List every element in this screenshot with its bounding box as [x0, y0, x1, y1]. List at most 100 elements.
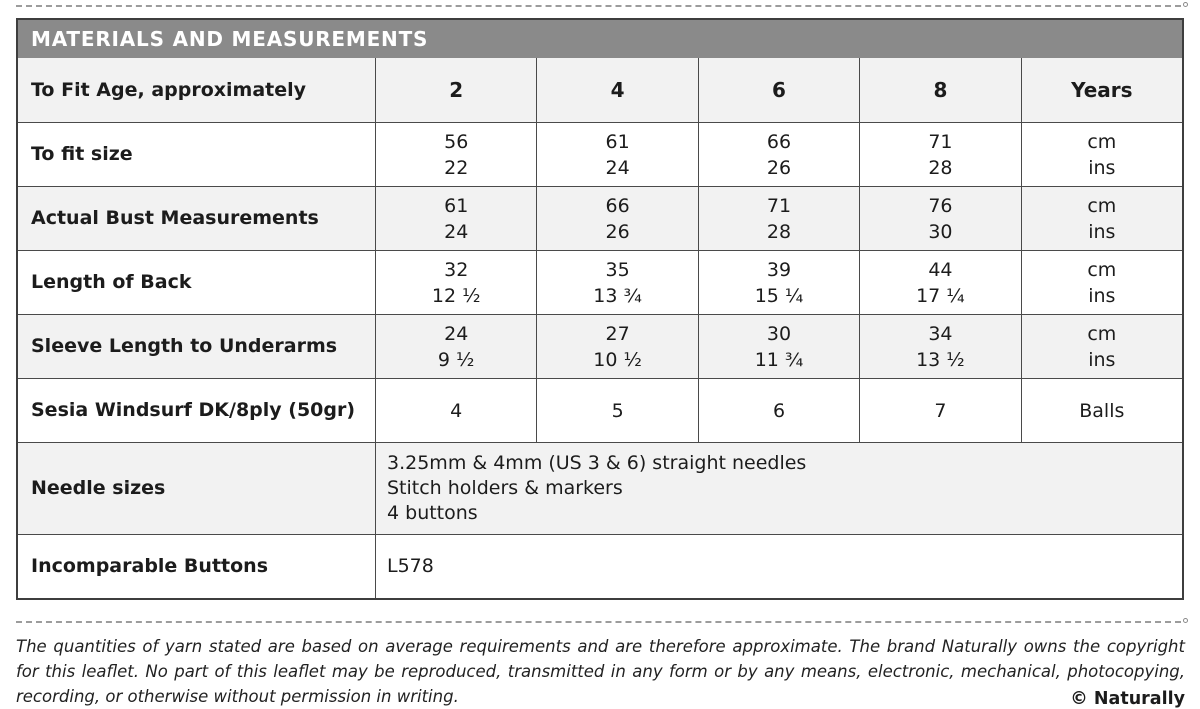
cell-value: 66 26: [537, 187, 699, 250]
holders-line: Stitch holders & markers: [387, 477, 623, 499]
unit-cm: cm: [1087, 130, 1117, 153]
row-label: Length of Back: [18, 251, 376, 314]
size-col-header: 4: [537, 58, 699, 122]
cell-value: 44 17 ¼: [860, 251, 1022, 314]
row-to-fit-age: To Fit Age, approximately 2 4 6 8 Years: [18, 58, 1182, 122]
value-cm: 27: [605, 322, 630, 345]
cell-units: cm ins: [1022, 123, 1182, 186]
unit-ins: ins: [1088, 348, 1116, 371]
cell-value: 61 24: [537, 123, 699, 186]
cut-line-top: [16, 2, 1188, 7]
copyright-brand: © Naturally: [1060, 689, 1185, 709]
cell-value: 39 15 ¼: [699, 251, 861, 314]
value-ins: 24: [444, 220, 469, 243]
value-ins: 30: [928, 220, 953, 243]
cell-value: 27 10 ½: [537, 315, 699, 378]
value-ins: 13 ¾: [593, 284, 642, 307]
value-cm: 30: [766, 322, 792, 345]
value-ins: 28: [766, 220, 792, 243]
size-col-header: 8: [860, 58, 1022, 122]
cell-value: 76 30: [860, 187, 1022, 250]
value-cm: 71: [766, 194, 792, 217]
value-ins: 13 ½: [916, 348, 965, 371]
value-cm: 39: [766, 258, 792, 281]
unit-cm: cm: [1087, 322, 1117, 345]
cell-value: 61 24: [376, 187, 538, 250]
value-ins: 12 ½: [431, 284, 481, 307]
cut-line-top-end-circle: [1183, 2, 1188, 7]
needle-sizes-details: 3.25mm & 4mm (US 3 & 6) straight needles…: [376, 443, 1182, 534]
unit-ins: ins: [1088, 284, 1116, 307]
size-col-header: 2: [376, 58, 538, 122]
unit-ins: ins: [1088, 220, 1116, 243]
materials-measurements-table: MATERIALS AND MEASUREMENTS To Fit Age, a…: [16, 18, 1184, 600]
size-col-header: 6: [699, 58, 861, 122]
row-actual-bust: Actual Bust Measurements 61 24 66 26 71 …: [18, 186, 1182, 250]
value-ins: 26: [766, 156, 792, 179]
value-ins: 24: [605, 156, 630, 179]
value-cm: 56: [444, 130, 469, 153]
row-label: To fit size: [18, 123, 376, 186]
cell-value: 71 28: [699, 187, 861, 250]
row-yarn-balls: Sesia Windsurf DK/8ply (50gr) 4 5 6 7 Ba…: [18, 378, 1182, 442]
value-cm: 34: [928, 322, 953, 345]
buttons-code: L578: [387, 555, 434, 577]
cell-value: 7: [860, 379, 1022, 442]
unit-cm: cm: [1087, 258, 1117, 281]
cell-units: Balls: [1079, 399, 1125, 422]
row-label: Sleeve Length to Underarms: [18, 315, 376, 378]
value-cm: 44: [928, 258, 953, 281]
cell-value: 5: [537, 379, 699, 442]
value-cm: 24: [444, 322, 469, 345]
value-ins: 15 ¼: [754, 284, 804, 307]
value-ins: 28: [928, 156, 953, 179]
value-cm: 66: [605, 194, 630, 217]
row-label: Sesia Windsurf DK/8ply (50gr): [18, 379, 376, 442]
cut-line-bottom-end-circle: [1183, 618, 1188, 623]
cell-value: 4: [376, 379, 538, 442]
row-sleeve-length: Sleeve Length to Underarms 24 9 ½ 27 10 …: [18, 314, 1182, 378]
value-cm: 71: [928, 130, 953, 153]
value-ins: 11 ¾: [754, 348, 804, 371]
cell-value: 34 13 ½: [860, 315, 1022, 378]
value-cm: 61: [605, 130, 630, 153]
row-label: Needle sizes: [18, 443, 376, 534]
cell-units: cm ins: [1022, 187, 1182, 250]
buttons-line: 4 buttons: [387, 502, 478, 524]
value-cm: 66: [766, 130, 792, 153]
cut-line-bottom: [16, 618, 1188, 623]
cell-value: 24 9 ½: [376, 315, 538, 378]
footer: The quantities of yarn stated are based …: [16, 634, 1185, 709]
unit-col-header: Years: [1071, 78, 1133, 102]
row-label: Actual Bust Measurements: [18, 187, 376, 250]
cell-value: 71 28: [860, 123, 1022, 186]
value-cm: 35: [605, 258, 630, 281]
cell-value: 56 22: [376, 123, 538, 186]
row-to-fit-size: To fit size 56 22 61 24 66 26 71 28 cm i…: [18, 122, 1182, 186]
cell-units: cm ins: [1022, 315, 1182, 378]
cell-value: 30 11 ¾: [699, 315, 861, 378]
value-ins: 22: [444, 156, 469, 179]
row-label: Incomparable Buttons: [18, 535, 376, 598]
cell-units: cm ins: [1022, 251, 1182, 314]
needles-line: 3.25mm & 4mm (US 3 & 6) straight needles: [387, 452, 807, 474]
cell-value: 35 13 ¾: [537, 251, 699, 314]
cell-value: 6: [699, 379, 861, 442]
unit-ins: ins: [1088, 156, 1116, 179]
value-cm: 76: [928, 194, 953, 217]
row-label: To Fit Age, approximately: [18, 58, 376, 122]
value-ins: 26: [605, 220, 630, 243]
value-ins: 9 ½: [437, 348, 475, 371]
value-ins: 10 ½: [593, 348, 642, 371]
value-cm: 32: [444, 258, 469, 281]
value-ins: 17 ¼: [916, 284, 965, 307]
row-needle-sizes: Needle sizes 3.25mm & 4mm (US 3 & 6) str…: [18, 442, 1182, 534]
row-buttons: Incomparable Buttons L578: [18, 534, 1182, 598]
copyright-disclaimer-text: The quantities of yarn stated are based …: [16, 637, 1185, 706]
cell-value: 32 12 ½: [376, 251, 538, 314]
cell-value: 66 26: [699, 123, 861, 186]
unit-cm: cm: [1087, 194, 1117, 217]
row-length-of-back: Length of Back 32 12 ½ 35 13 ¾ 39 15 ¼ 4…: [18, 250, 1182, 314]
value-cm: 61: [444, 194, 469, 217]
